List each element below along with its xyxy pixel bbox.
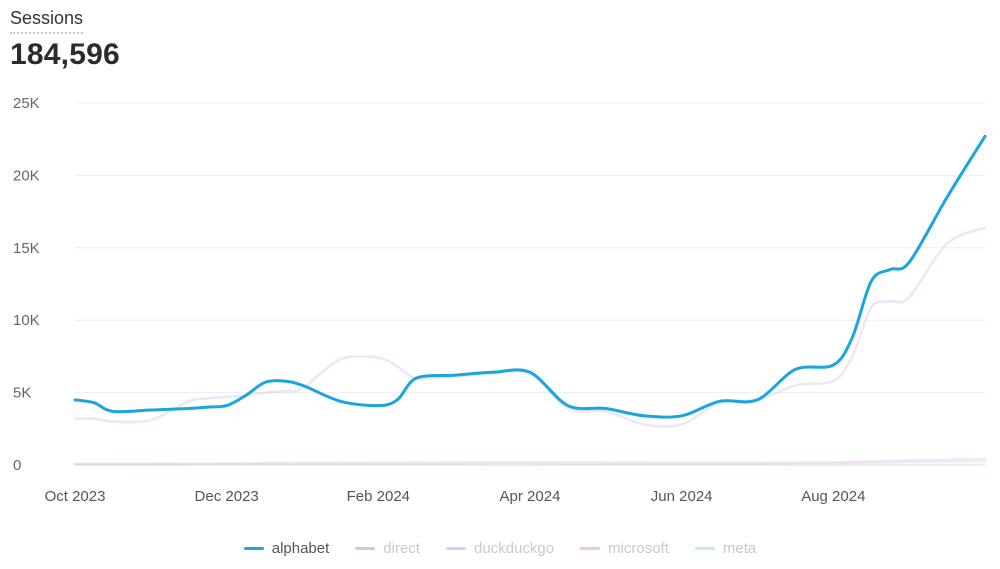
- series-line-direct[interactable]: [73, 226, 987, 428]
- y-tick-label: 0: [13, 457, 21, 474]
- legend-swatch-icon: [694, 547, 715, 550]
- x-tick-label: Jun 2024: [651, 488, 713, 505]
- metric-value: 184,596: [10, 38, 120, 71]
- legend-item-microsoft[interactable]: microsoft: [580, 540, 669, 557]
- grid-lines: [75, 102, 985, 466]
- x-tick-label: Apr 2024: [500, 488, 561, 505]
- x-axis: Oct 2023 Dec 2023 Feb 2024 Apr 2024 Jun 2024…: [45, 488, 866, 505]
- legend-label: duckduckgo: [473, 540, 555, 557]
- legend-item-duckduckgo[interactable]: duckduckgo: [445, 540, 555, 557]
- legend-swatch-icon: [243, 547, 264, 550]
- y-tick-label: 15K: [13, 240, 40, 257]
- legend-label: alphabet: [271, 540, 330, 557]
- legend-label: microsoft: [608, 540, 669, 557]
- y-tick-label: 10K: [13, 312, 40, 329]
- legend-swatch-icon: [445, 547, 466, 550]
- series-line-alphabet[interactable]: [73, 134, 987, 419]
- metric-label[interactable]: Sessions: [10, 8, 84, 34]
- x-tick-label: Aug 2024: [801, 488, 865, 505]
- legend-label: direct: [383, 540, 420, 557]
- legend-item-direct[interactable]: direct: [355, 540, 420, 557]
- x-tick-label: Feb 2024: [347, 488, 410, 505]
- series-line-duckduckgo[interactable]: [73, 459, 987, 466]
- legend-item-alphabet[interactable]: alphabet: [243, 540, 330, 557]
- legend-item-meta[interactable]: meta: [694, 540, 757, 557]
- line-chart: 0 5K 10K 15K 20K 25K Oct 2023 Dec 2023 Feb 2024…: [13, 95, 987, 505]
- y-tick-label: 20K: [13, 167, 40, 184]
- legend-label: meta: [722, 540, 757, 557]
- y-tick-label: 5K: [13, 385, 31, 402]
- series-line-microsoft[interactable]: [73, 457, 987, 466]
- y-tick-label: 25K: [13, 95, 40, 112]
- x-tick-label: Oct 2023: [45, 488, 106, 505]
- x-tick-label: Dec 2023: [195, 488, 259, 505]
- y-axis: 0 5K 10K 15K 20K 25K: [13, 95, 40, 474]
- legend-swatch-icon: [580, 547, 601, 550]
- chart-legend: alphabet direct duckduckgo microsoft meta: [0, 540, 1000, 557]
- legend-swatch-icon: [355, 547, 376, 550]
- series-lines[interactable]: [73, 134, 987, 466]
